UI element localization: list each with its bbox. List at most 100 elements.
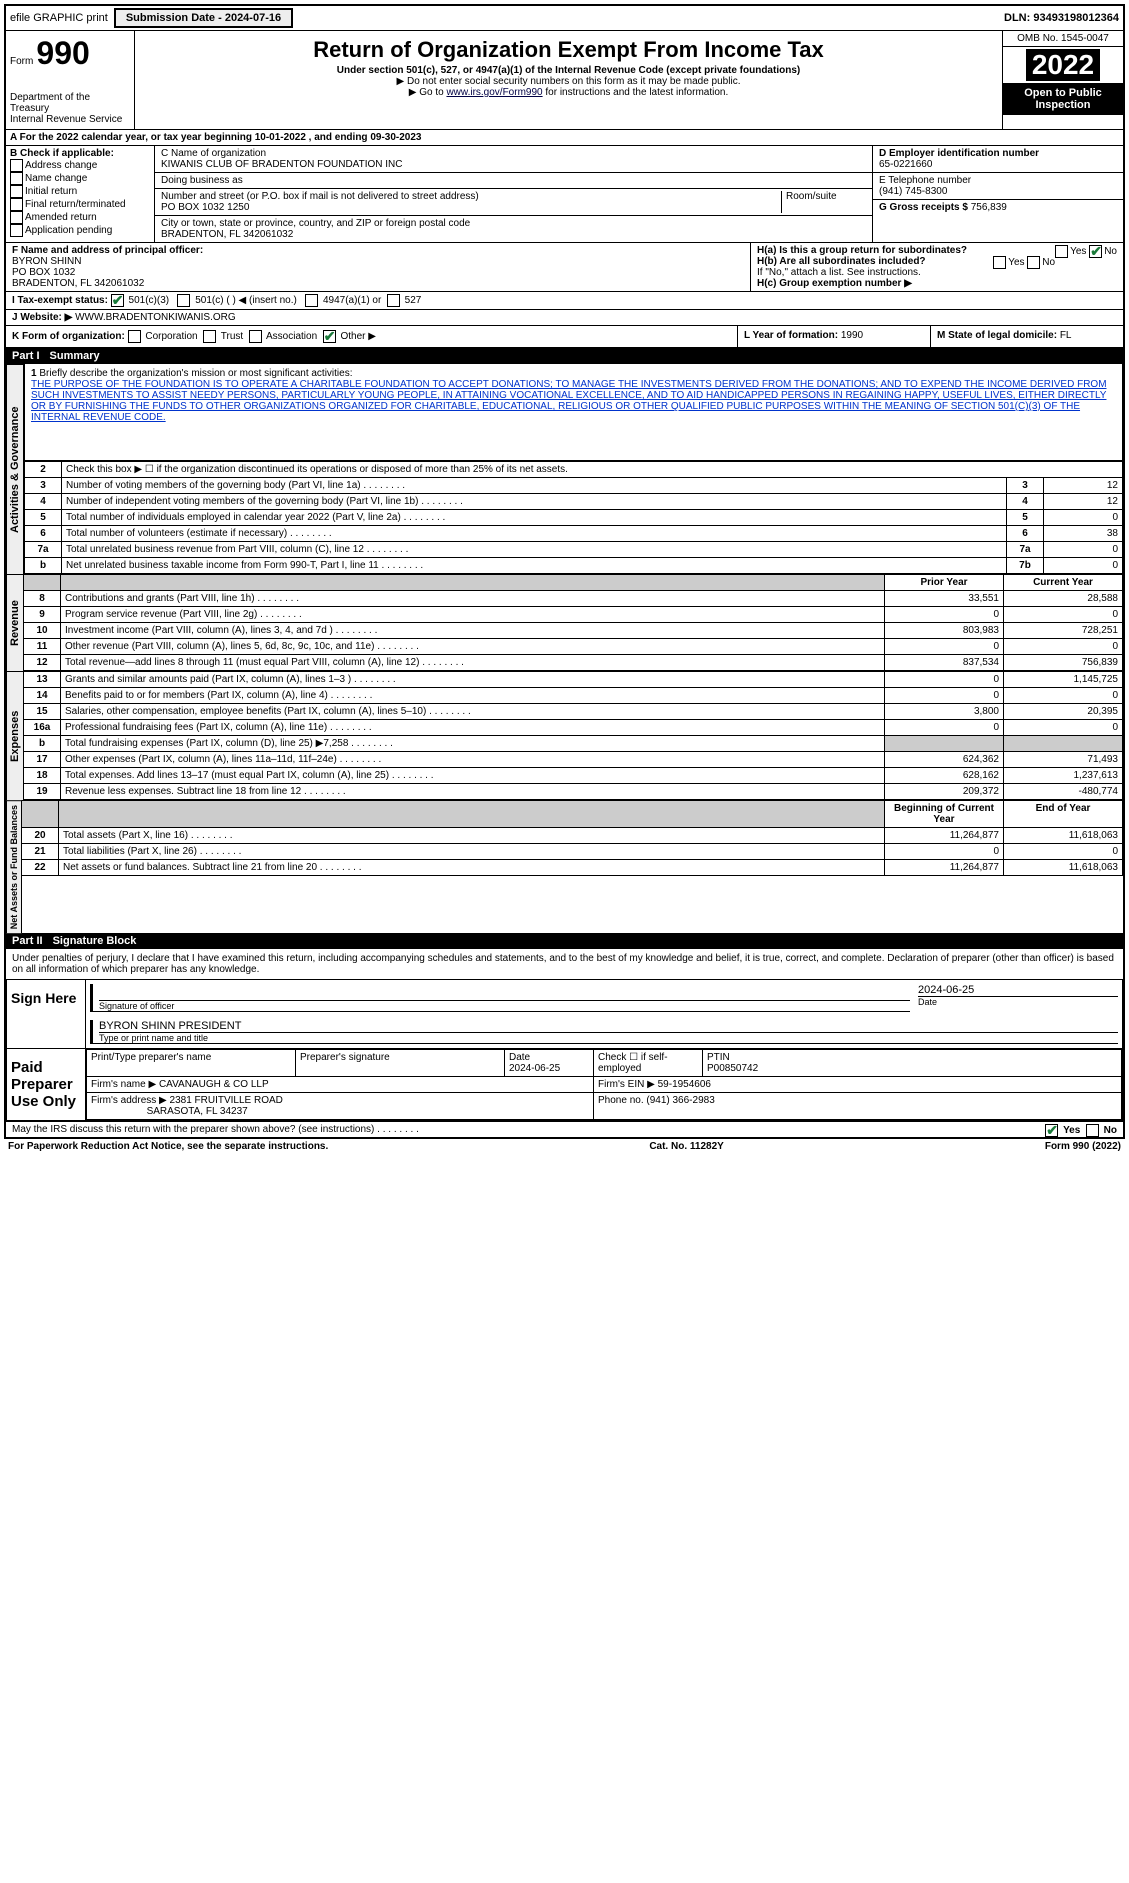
label-room: Room/suite (781, 191, 866, 213)
governance-section: Activities & Governance 1 Briefly descri… (6, 364, 1123, 574)
chk-trust[interactable] (203, 330, 216, 343)
label-phone: E Telephone number (879, 175, 1117, 186)
section-c: C Name of organization KIWANIS CLUB OF B… (155, 146, 872, 242)
chk-assoc[interactable] (249, 330, 262, 343)
ha-yes[interactable] (1055, 245, 1068, 258)
year-formation: 1990 (841, 330, 863, 341)
info-grid: B Check if applicable: Address change Na… (6, 146, 1123, 243)
gov-table: 2Check this box ▶ ☐ if the organization … (24, 461, 1123, 574)
efile-label: efile GRAPHIC print (10, 12, 108, 24)
mission-text: THE PURPOSE OF THE FOUNDATION IS TO OPER… (31, 379, 1116, 423)
label-orgname: C Name of organization (161, 148, 866, 159)
label-street: Number and street (or P.O. box if mail i… (161, 191, 781, 202)
note-link: ▶ Go to www.irs.gov/Form990 for instruct… (139, 87, 998, 98)
expenses-table: 13Grants and similar amounts paid (Part … (24, 671, 1123, 800)
hb-no[interactable] (1027, 256, 1040, 269)
note-ssn: ▶ Do not enter social security numbers o… (139, 76, 998, 87)
header-center: Return of Organization Exempt From Incom… (135, 31, 1003, 129)
discuss-yes[interactable] (1045, 1124, 1058, 1137)
revenue-section: Revenue Prior YearCurrent Year 8Contribu… (6, 574, 1123, 671)
mission-box: 1 Briefly describe the organization's mi… (24, 364, 1123, 461)
expenses-section: Expenses 13Grants and similar amounts pa… (6, 671, 1123, 800)
side-expenses: Expenses (6, 671, 24, 800)
row-k-l-m: K Form of organization: Corporation Trus… (6, 326, 1123, 348)
footer-left: For Paperwork Reduction Act Notice, see … (8, 1141, 328, 1152)
paid-preparer-label: Paid Preparer Use Only (7, 1049, 86, 1120)
chk-initial[interactable] (10, 185, 23, 198)
header-row: Form 990 Department of the Treasury Inte… (6, 31, 1123, 130)
footer-catno: Cat. No. 11282Y (649, 1141, 723, 1152)
officer-printed-name: BYRON SHINN PRESIDENT (99, 1020, 1118, 1032)
ha-no[interactable] (1089, 245, 1102, 258)
firm-address: 2381 FRUITVILLE ROAD (170, 1095, 283, 1106)
irs-link[interactable]: www.irs.gov/Form990 (446, 87, 542, 98)
netassets-table: Beginning of Current YearEnd of Year 20T… (22, 800, 1123, 876)
chk-527[interactable] (387, 294, 400, 307)
form-subtitle: Under section 501(c), 527, or 4947(a)(1)… (139, 65, 998, 76)
side-revenue: Revenue (6, 574, 24, 671)
netassets-section: Net Assets or Fund Balances Beginning of… (6, 800, 1123, 933)
top-bar: efile GRAPHIC print Submission Date - 20… (6, 6, 1123, 31)
part2-header: Part II Signature Block (6, 933, 1123, 949)
period-line: A For the 2022 calendar year, or tax yea… (6, 130, 1123, 146)
sign-here-label: Sign Here (7, 980, 86, 1048)
discuss-row: May the IRS discuss this return with the… (6, 1121, 1123, 1137)
preparer-table: Print/Type preparer's name Preparer's si… (86, 1049, 1122, 1120)
officer-name: BYRON SHINN (12, 256, 81, 267)
state-domicile: FL (1060, 330, 1072, 341)
form-prefix: Form (10, 56, 33, 67)
label-ein: D Employer identification number (879, 148, 1039, 159)
chk-501c3[interactable] (111, 294, 124, 307)
dept-line1: Department of the Treasury (10, 92, 130, 114)
row-i: I Tax-exempt status: 501(c)(3) 501(c) ( … (6, 292, 1123, 310)
chk-other[interactable] (323, 330, 336, 343)
firm-ein: 59-1954606 (658, 1079, 711, 1090)
chk-name[interactable] (10, 172, 23, 185)
sig-officer-label: Signature of officer (99, 1000, 910, 1011)
form-number: 990 (36, 35, 89, 71)
sign-here-section: Sign Here Signature of officer 2024-06-2… (6, 980, 1123, 1049)
dln-label: DLN: 93493198012364 (1004, 12, 1119, 24)
sign-date: 2024-06-25 (918, 984, 1118, 996)
row-j: J Website: ▶ WWW.BRADENTONKIWANIS.ORG (6, 310, 1123, 326)
form-container: efile GRAPHIC print Submission Date - 20… (4, 4, 1125, 1139)
street-address: PO BOX 1032 1250 (161, 202, 781, 213)
paid-preparer-section: Paid Preparer Use Only Print/Type prepar… (6, 1049, 1123, 1121)
label-gross: G Gross receipts $ (879, 202, 971, 213)
firm-name: CAVANAUGH & CO LLP (159, 1079, 269, 1090)
gross-receipts: 756,839 (971, 202, 1007, 213)
section-f: F Name and address of principal officer:… (6, 243, 751, 291)
org-name: KIWANIS CLUB OF BRADENTON FOUNDATION INC (161, 159, 866, 170)
side-netassets: Net Assets or Fund Balances (6, 800, 22, 933)
section-b: B Check if applicable: Address change Na… (6, 146, 155, 242)
submission-date-button[interactable]: Submission Date - 2024-07-16 (114, 8, 293, 28)
website-value: WWW.BRADENTONKIWANIS.ORG (75, 312, 236, 323)
firm-phone: (941) 366-2983 (646, 1095, 714, 1106)
chk-pending[interactable] (10, 224, 23, 237)
row-f-h: F Name and address of principal officer:… (6, 243, 1123, 292)
declaration-text: Under penalties of perjury, I declare th… (6, 949, 1123, 980)
label-city: City or town, state or province, country… (161, 218, 866, 229)
section-d-e-g: D Employer identification number 65-0221… (872, 146, 1123, 242)
discuss-no[interactable] (1086, 1124, 1099, 1137)
chk-corp[interactable] (128, 330, 141, 343)
phone-value: (941) 745-8300 (879, 186, 1117, 197)
hc-label: H(c) Group exemption number ▶ (757, 278, 912, 289)
ein-value: 65-0221660 (879, 159, 932, 170)
revenue-table: Prior YearCurrent Year 8Contributions an… (24, 574, 1123, 671)
chk-address[interactable] (10, 159, 23, 172)
hb-yes[interactable] (993, 256, 1006, 269)
part1-header: Part I Summary (6, 348, 1123, 364)
chk-4947[interactable] (305, 294, 318, 307)
ptin: P00850742 (707, 1063, 758, 1074)
side-governance: Activities & Governance (6, 364, 24, 574)
tax-year: 2022 (1026, 49, 1100, 81)
header-left: Form 990 Department of the Treasury Inte… (6, 31, 135, 129)
chk-501c[interactable] (177, 294, 190, 307)
chk-amended[interactable] (10, 211, 23, 224)
omb-number: OMB No. 1545-0047 (1003, 31, 1123, 47)
open-public: Open to Public Inspection (1003, 83, 1123, 115)
section-h: H(a) Is this a group return for subordin… (751, 243, 1123, 291)
chk-final[interactable] (10, 198, 23, 211)
prep-date: 2024-06-25 (509, 1063, 560, 1074)
